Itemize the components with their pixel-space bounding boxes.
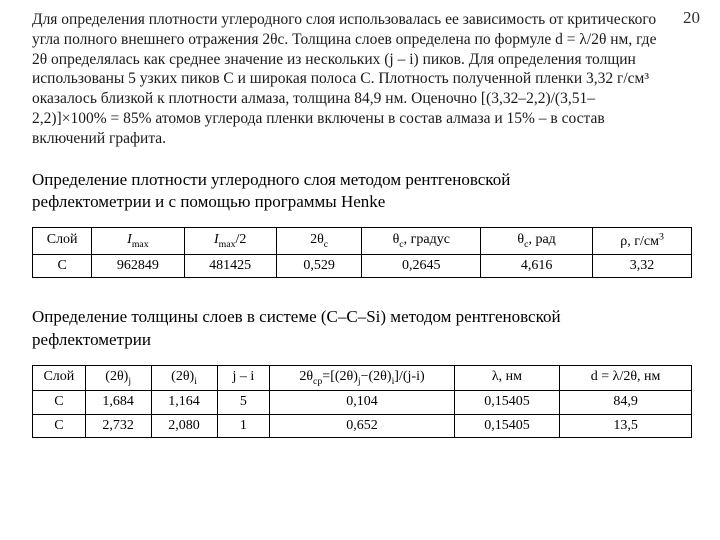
cell: 1,164 bbox=[151, 390, 217, 414]
cell: C bbox=[33, 254, 92, 278]
cell: 1 bbox=[217, 414, 270, 438]
col-header: θc, градус bbox=[362, 227, 481, 254]
col-header: d = λ/2θ, нм bbox=[560, 365, 692, 390]
col-header: λ, нм bbox=[454, 365, 559, 390]
cell: 0,652 bbox=[270, 414, 455, 438]
cell: 0,529 bbox=[276, 254, 362, 278]
page-number: 20 bbox=[683, 8, 700, 28]
table-row: Слой (2θ)j (2θ)i j – i 2θср=[(2θ)j−(2θ)i… bbox=[33, 365, 692, 390]
cell: 0,2645 bbox=[362, 254, 481, 278]
cell: 2,080 bbox=[151, 414, 217, 438]
col-header: 2θср=[(2θ)j−(2θ)i]/(j-i) bbox=[270, 365, 455, 390]
body-paragraph: Для определения плотности углеродного сл… bbox=[32, 10, 692, 149]
cell: 0,104 bbox=[270, 390, 455, 414]
col-header: Слой bbox=[33, 227, 92, 254]
section-heading-thickness: Определение толщины слоев в системе (C–C… bbox=[32, 306, 692, 350]
cell: 84,9 bbox=[560, 390, 692, 414]
heading-line-2: рефлектометрии и с помощью программы Hen… bbox=[32, 192, 385, 211]
col-header: Imax/2 bbox=[184, 227, 276, 254]
table-row: Слой Imax Imax/2 2θc θc, градус θc, рад … bbox=[33, 227, 692, 254]
cell: 4,616 bbox=[481, 254, 593, 278]
cell: C bbox=[33, 414, 86, 438]
cell: 13,5 bbox=[560, 414, 692, 438]
table-row: C 1,684 1,164 5 0,104 0,15405 84,9 bbox=[33, 390, 692, 414]
heading-line-1: Определение плотности углеродного слоя м… bbox=[32, 170, 510, 189]
table-row: C 962849 481425 0,529 0,2645 4,616 3,32 bbox=[33, 254, 692, 278]
cell: 0,15405 bbox=[454, 414, 559, 438]
cell: 0,15405 bbox=[454, 390, 559, 414]
cell: 5 bbox=[217, 390, 270, 414]
cell: 2,732 bbox=[85, 414, 151, 438]
density-table: Слой Imax Imax/2 2θc θc, градус θc, рад … bbox=[32, 227, 692, 278]
thickness-table: Слой (2θ)j (2θ)i j – i 2θср=[(2θ)j−(2θ)i… bbox=[32, 365, 692, 439]
table-row: C 2,732 2,080 1 0,652 0,15405 13,5 bbox=[33, 414, 692, 438]
cell: 3,32 bbox=[593, 254, 692, 278]
section-heading-density: Определение плотности углеродного слоя м… bbox=[32, 169, 692, 213]
cell: 962849 bbox=[92, 254, 184, 278]
col-header: Слой bbox=[33, 365, 86, 390]
cell: 1,684 bbox=[85, 390, 151, 414]
page-root: 20 Для определения плотности углеродного… bbox=[0, 0, 720, 540]
col-header: Imax bbox=[92, 227, 184, 254]
col-header: j – i bbox=[217, 365, 270, 390]
col-header: (2θ)i bbox=[151, 365, 217, 390]
col-header: ρ, г/см3 bbox=[593, 227, 692, 254]
cell: 481425 bbox=[184, 254, 276, 278]
col-header: (2θ)j bbox=[85, 365, 151, 390]
cell: C bbox=[33, 390, 86, 414]
heading-line-2: рефлектометрии bbox=[32, 330, 151, 349]
col-header: θc, рад bbox=[481, 227, 593, 254]
heading-line-1: Определение толщины слоев в системе (C–C… bbox=[32, 307, 561, 326]
col-header: 2θc bbox=[276, 227, 362, 254]
